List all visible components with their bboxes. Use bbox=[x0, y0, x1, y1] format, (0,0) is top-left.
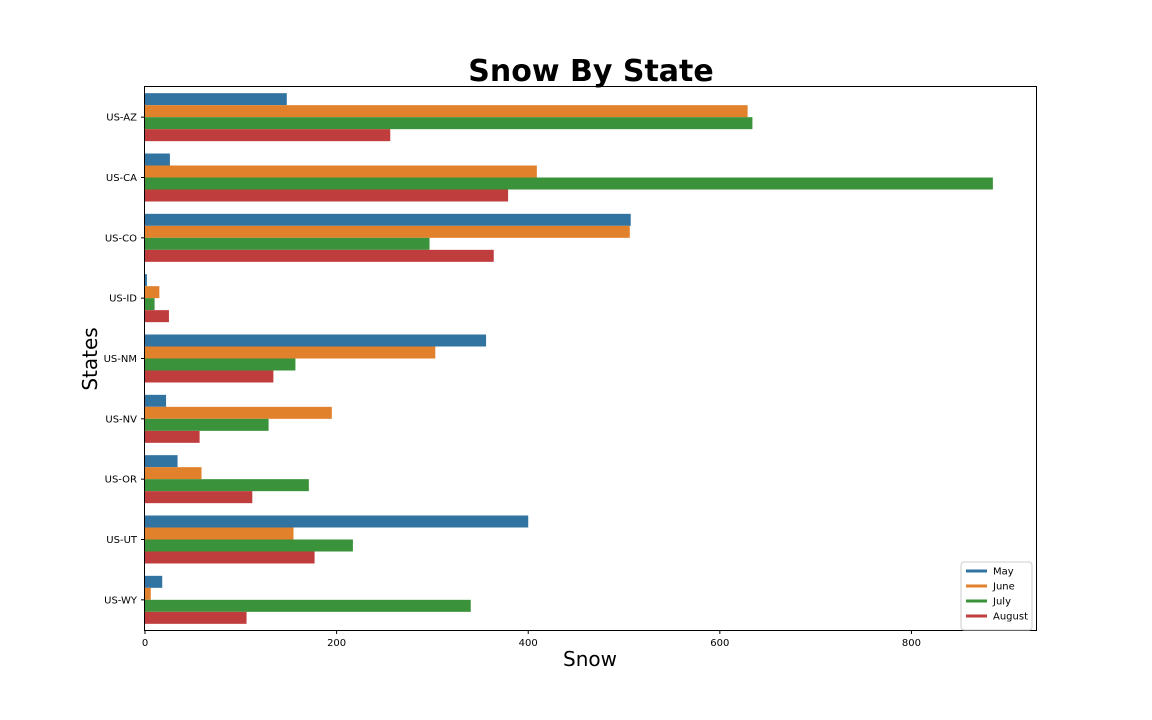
y-tick-label: US-ID bbox=[109, 294, 137, 305]
legend-label-july: July bbox=[992, 597, 1011, 608]
bar-us-ca-june bbox=[145, 165, 537, 178]
bar-us-ca-august bbox=[145, 189, 509, 202]
y-tick-label: US-NM bbox=[104, 354, 137, 365]
y-tick-label: US-UT bbox=[106, 535, 138, 546]
legend-box bbox=[960, 561, 1033, 631]
y-tick-label: US-CA bbox=[106, 173, 137, 184]
legend-label-june: June bbox=[992, 582, 1015, 593]
bar-us-or-august bbox=[145, 491, 253, 504]
bar-us-wy-may bbox=[145, 575, 163, 588]
bar-us-nm-august bbox=[145, 370, 274, 383]
bar-us-ca-may bbox=[145, 153, 170, 166]
x-axis-ticks: 0 200 400 600 800 bbox=[142, 630, 921, 649]
x-tick-label: 600 bbox=[710, 638, 729, 649]
bar-us-id-may bbox=[145, 274, 147, 287]
bar-us-or-june bbox=[145, 467, 202, 480]
legend-label-may: May bbox=[993, 567, 1014, 578]
x-tick-label: 200 bbox=[327, 638, 346, 649]
bar-us-id-june bbox=[145, 286, 160, 299]
bar-us-co-july bbox=[145, 237, 430, 250]
bar-us-ut-july bbox=[145, 539, 353, 552]
y-tick-label: US-AZ bbox=[106, 113, 137, 124]
y-tick-label: US-NV bbox=[105, 414, 137, 425]
bar-us-co-june bbox=[145, 225, 630, 238]
x-tick-label: 800 bbox=[902, 638, 921, 649]
x-tick-label: 0 bbox=[142, 638, 148, 649]
y-tick-label: US-WY bbox=[104, 595, 138, 606]
bar-us-ut-june bbox=[145, 527, 294, 540]
bar-us-nm-may bbox=[145, 334, 487, 347]
bar-us-nm-june bbox=[145, 346, 436, 359]
bar-us-nm-july bbox=[145, 358, 296, 371]
bar-us-nv-june bbox=[145, 406, 332, 419]
bar-us-nv-july bbox=[145, 418, 269, 431]
bar-us-wy-august bbox=[145, 611, 247, 624]
bar-us-or-july bbox=[145, 479, 309, 492]
bar-us-id-july bbox=[145, 298, 155, 311]
bar-us-co-may bbox=[145, 213, 631, 226]
bar-us-ut-august bbox=[145, 551, 315, 564]
y-tick-label: US-CO bbox=[105, 233, 137, 244]
bar-us-nv-august bbox=[145, 430, 200, 443]
x-axis-label: Snow bbox=[563, 647, 617, 671]
bar-us-nv-may bbox=[145, 394, 167, 407]
x-tick-label: 400 bbox=[519, 638, 538, 649]
bar-us-az-may bbox=[145, 93, 287, 106]
y-axis-label: States bbox=[78, 327, 102, 390]
y-tick-label: US-OR bbox=[105, 475, 137, 486]
bar-us-wy-june bbox=[145, 587, 151, 600]
bar-us-id-august bbox=[145, 310, 169, 323]
bar-us-ca-july bbox=[145, 177, 993, 190]
bar-us-az-june bbox=[145, 105, 748, 118]
bar-us-or-may bbox=[145, 455, 178, 468]
bar-us-az-august bbox=[145, 129, 391, 142]
bar-us-ut-may bbox=[145, 515, 529, 528]
chart-title: Snow By State bbox=[468, 54, 713, 89]
bars-group bbox=[145, 93, 993, 624]
bar-us-wy-july bbox=[145, 599, 471, 612]
bar-us-co-august bbox=[145, 249, 494, 262]
legend-label-august: August bbox=[993, 612, 1028, 623]
y-axis-ticks: US-AZ US-CA US-CO US-ID US-NM US-NV US-OR US-UT… bbox=[104, 113, 145, 606]
legend: May June July August bbox=[960, 561, 1033, 631]
bar-us-az-july bbox=[145, 117, 753, 130]
